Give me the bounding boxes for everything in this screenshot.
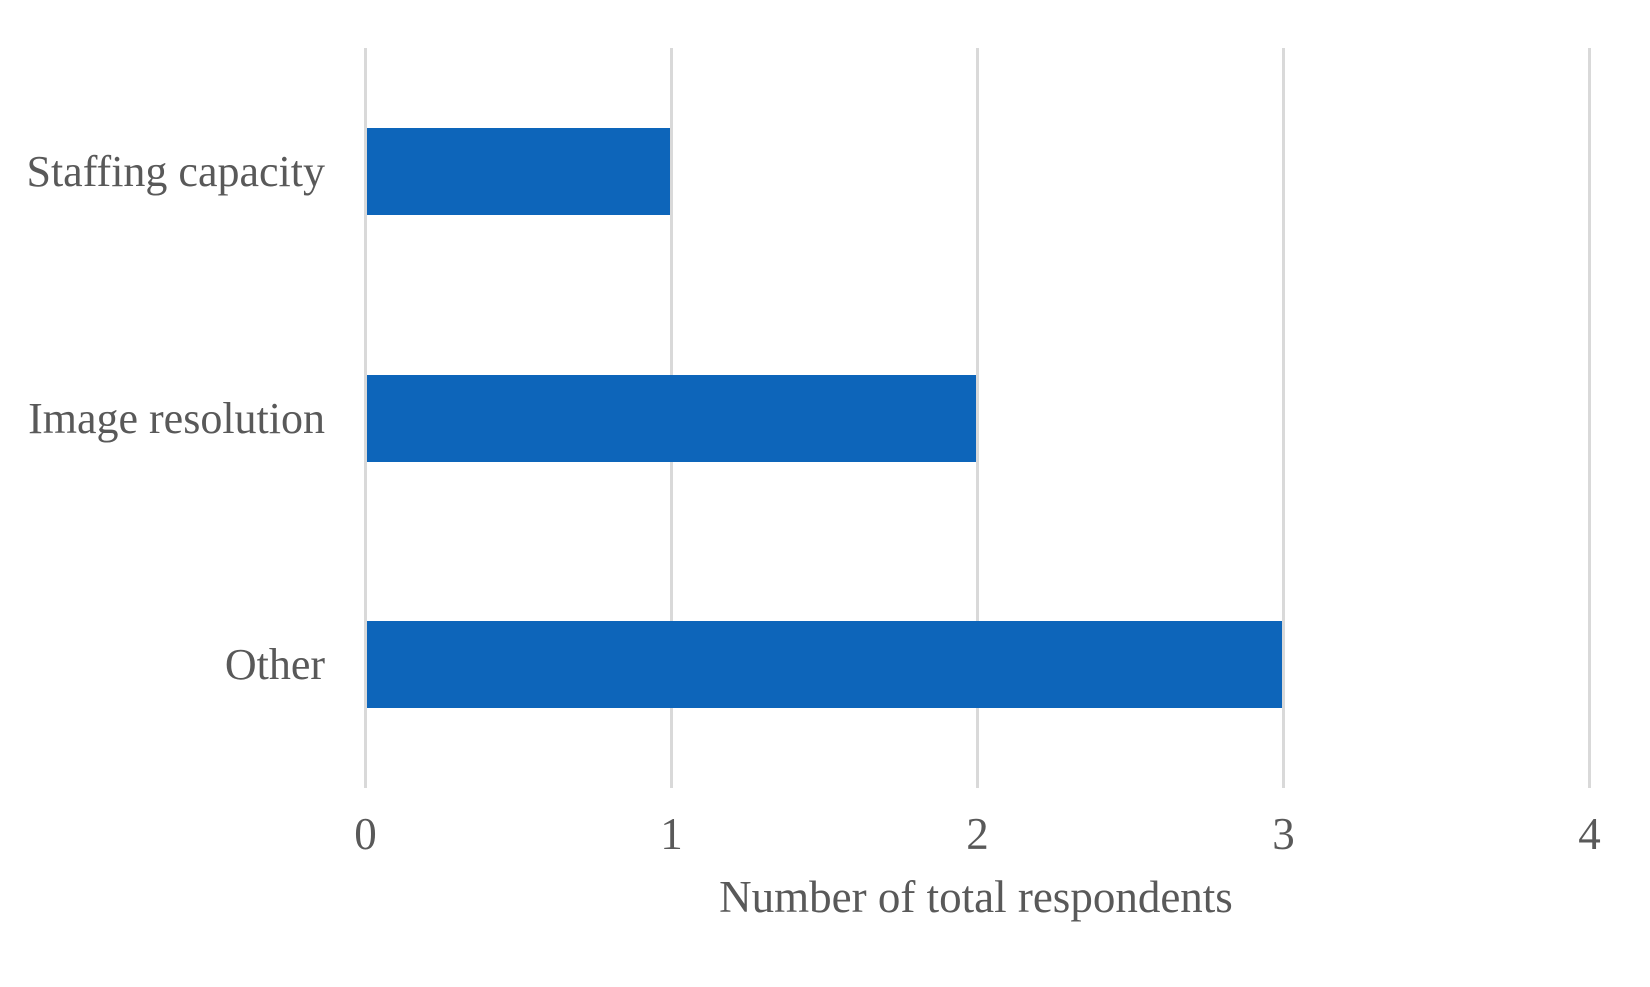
bar-image-resolution xyxy=(367,375,976,462)
bar-other xyxy=(367,621,1282,708)
gridline-x-2 xyxy=(976,48,979,788)
x-tick-label-2: 2 xyxy=(966,809,989,859)
x-axis-title: Number of total respondents xyxy=(719,872,1233,922)
x-tick-label-0: 0 xyxy=(354,809,377,859)
gridline-x-4 xyxy=(1588,48,1591,788)
gridline-x-3 xyxy=(1282,48,1285,788)
bar-staffing-capacity xyxy=(367,128,670,215)
category-label-other: Other xyxy=(224,640,325,689)
category-label-image-resolution: Image resolution xyxy=(28,394,325,443)
category-label-staffing-capacity: Staffing capacity xyxy=(26,147,325,196)
gridline-x-0 xyxy=(364,48,367,788)
x-tick-label-4: 4 xyxy=(1578,809,1601,859)
x-tick-label-1: 1 xyxy=(660,809,683,859)
x-tick-label-3: 3 xyxy=(1272,809,1295,859)
